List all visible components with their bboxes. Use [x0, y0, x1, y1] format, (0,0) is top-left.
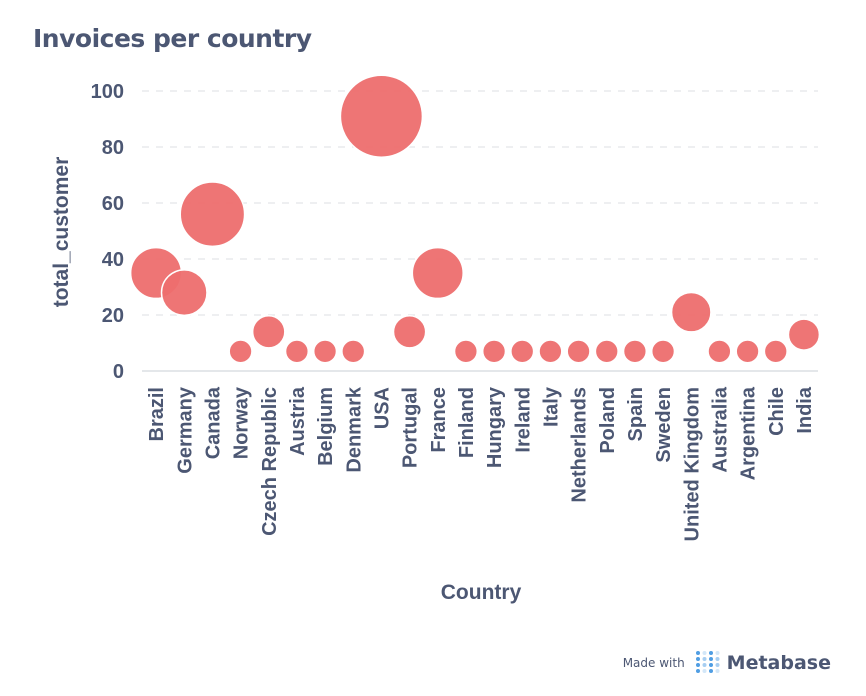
chart-title: Invoices per country: [33, 24, 312, 53]
footer: Made with Metabase: [623, 648, 831, 678]
bubble-hungary[interactable]: [481, 339, 507, 364]
metabase-brand: Metabase: [726, 652, 831, 674]
x-tick-label: Belgium: [315, 387, 337, 466]
bubbles: [129, 74, 821, 364]
y-tick-label: 20: [102, 305, 124, 327]
bubble-chart: 0 20 40 60 80 100 Brazil Germany Canada Norway Cz…: [50, 74, 821, 604]
bubble-portugal[interactable]: [392, 314, 427, 349]
bubble-ireland[interactable]: [510, 339, 535, 364]
x-tick-label: Finland: [456, 387, 478, 458]
x-tick-label: Norway: [231, 386, 253, 459]
bubble-austria[interactable]: [284, 339, 310, 364]
x-tick-label: Sweden: [653, 387, 675, 463]
bubble-india[interactable]: [787, 318, 821, 351]
bubble-denmark[interactable]: [341, 339, 366, 364]
x-tick-label: Italy: [540, 386, 562, 427]
x-tick-label: Spain: [625, 387, 647, 441]
bubble-netherlands[interactable]: [566, 339, 591, 364]
y-tick-label: 40: [102, 249, 124, 271]
bubble-australia[interactable]: [707, 339, 732, 364]
bubble-france[interactable]: [411, 246, 464, 300]
bubble-usa[interactable]: [339, 74, 424, 158]
y-tick-label: 80: [102, 137, 124, 159]
x-tick-label: India: [794, 386, 816, 434]
y-tick-label: 0: [113, 361, 124, 383]
bubble-czech-republic[interactable]: [251, 314, 286, 349]
x-tick-label: Canada: [202, 386, 224, 459]
x-tick-label: Poland: [597, 387, 619, 454]
x-tick-label: Denmark: [343, 386, 365, 472]
x-axis-label: Country: [441, 581, 522, 604]
x-tick-label: Argentina: [738, 386, 760, 480]
x-tick-label: Ireland: [512, 387, 534, 453]
x-tick-label: Hungary: [484, 386, 506, 468]
x-tick-label: Netherlands: [569, 387, 591, 503]
x-tick-label: Australia: [709, 386, 731, 472]
bubble-spain[interactable]: [622, 339, 648, 364]
x-axis-ticks: Brazil Germany Canada Norway Czech Republic A…: [146, 386, 816, 541]
x-tick-label: Czech Republic: [259, 387, 281, 536]
bubble-sweden[interactable]: [650, 339, 676, 364]
bubble-argentina[interactable]: [735, 339, 760, 364]
bubble-canada[interactable]: [179, 181, 246, 248]
metabase-logo-icon: [695, 651, 720, 673]
made-with-text: Made with: [622, 656, 685, 670]
x-tick-label: Brazil: [146, 387, 168, 441]
x-tick-label: Austria: [287, 386, 309, 456]
bubble-belgium[interactable]: [312, 339, 338, 364]
x-tick-label: USA: [371, 387, 393, 429]
y-tick-label: 100: [91, 81, 124, 103]
x-tick-label: Chile: [766, 387, 788, 436]
y-axis-label: total_customer: [50, 157, 73, 308]
x-tick-label: Germany: [174, 386, 196, 474]
y-axis-ticks: 0 20 40 60 80 100: [91, 81, 124, 383]
y-tick-label: 60: [102, 193, 124, 215]
bubble-poland[interactable]: [594, 339, 619, 364]
bubble-italy[interactable]: [538, 339, 563, 364]
bubble-chile[interactable]: [763, 339, 788, 364]
x-tick-label: Portugal: [400, 387, 422, 468]
grid-lines: [142, 90, 818, 372]
bubble-norway[interactable]: [228, 339, 253, 364]
bubble-germany[interactable]: [160, 269, 208, 317]
x-tick-label: United Kingdom: [681, 387, 703, 541]
bubble-finland[interactable]: [453, 339, 479, 364]
bubble-united-kingdom[interactable]: [670, 291, 712, 333]
x-tick-label: France: [428, 387, 450, 453]
